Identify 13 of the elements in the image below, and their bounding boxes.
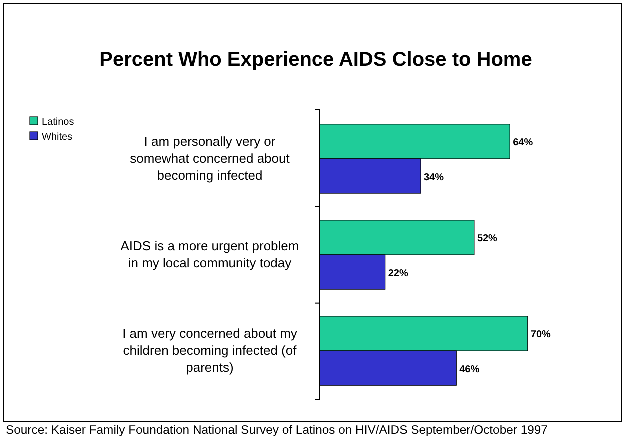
data-label: 52% bbox=[477, 234, 498, 245]
chart-title: Percent Who Experience AIDS Close to Home bbox=[100, 49, 532, 71]
data-label: 22% bbox=[388, 268, 408, 280]
data-label: 46% bbox=[460, 364, 480, 376]
data-label: 34% bbox=[424, 172, 444, 184]
y-tick-label: I am very concerned about my children becoming infected (of parents) bbox=[122, 326, 298, 376]
legend-label: Whites bbox=[42, 132, 73, 143]
data-label: 64% bbox=[513, 138, 534, 149]
y-tick-label: AIDS is a more urgent problem in my local community today bbox=[120, 238, 300, 270]
y-tick-label: I am personally very or somewhat concerned about becoming infected bbox=[130, 134, 290, 183]
legend-label: Latinos bbox=[42, 117, 74, 128]
source-note: Source: Kaiser Family Foundation National Survey of Latinos on HIV/AIDS September/October 1997 bbox=[6, 423, 548, 437]
data-label: 70% bbox=[530, 330, 552, 341]
